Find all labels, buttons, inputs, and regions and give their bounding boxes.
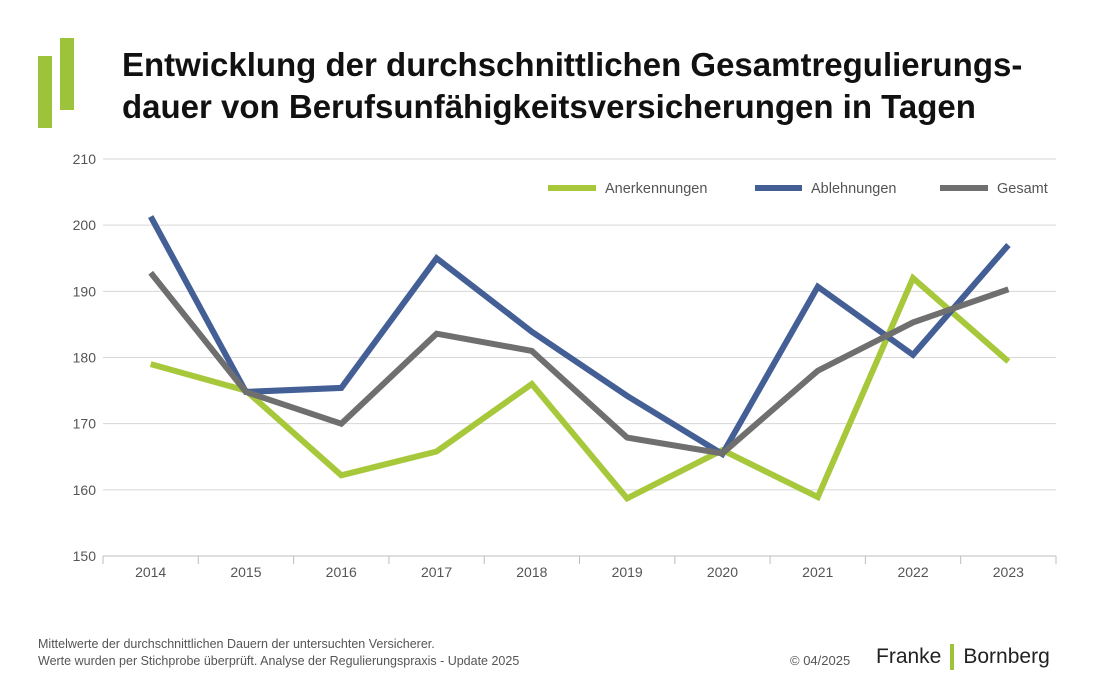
brand-wordmark: Franke Bornberg [876, 642, 1050, 672]
y-tick-label-160: 160 [73, 482, 97, 498]
series-line-anerkennungen [149, 273, 1011, 503]
footnote-line-2: Werte wurden per Stichprobe überprüft. A… [38, 654, 520, 668]
x-tick-label-2017: 2017 [421, 564, 452, 580]
x-tick-label-2016: 2016 [326, 564, 357, 580]
chart-title-line-2: dauer von Berufsunfähigkeitsversicherung… [122, 88, 976, 125]
brand-logo-icon [38, 38, 74, 128]
brand-name-right: Bornberg [963, 645, 1050, 668]
x-tick-label-2015: 2015 [230, 564, 261, 580]
x-tick-label-2018: 2018 [516, 564, 547, 580]
y-tick-label-190: 190 [73, 283, 97, 299]
brand-name-left: Franke [876, 645, 942, 668]
legend-label-gesamt: Gesamt [997, 181, 1048, 197]
chart-title: Entwicklung der durchschnittlichen Gesam… [122, 44, 1082, 128]
y-tick-label-180: 180 [73, 350, 97, 366]
x-tick-label-2021: 2021 [802, 564, 833, 580]
x-tick-label-2019: 2019 [612, 564, 643, 580]
x-tick-label-2014: 2014 [135, 564, 166, 580]
x-tick-label-2022: 2022 [897, 564, 928, 580]
y-tick-label-150: 150 [73, 548, 97, 564]
legend-label-ablehnungen: Ablehnungen [811, 181, 896, 197]
footnote-line-1: Mittelwerte der durchschnittlichen Dauer… [38, 637, 435, 651]
brand-divider-icon [950, 644, 955, 670]
y-tick-label-210: 210 [73, 151, 97, 167]
x-tick-label-2023: 2023 [993, 564, 1024, 580]
legend-label-anerkennungen: Anerkennungen [605, 181, 707, 197]
x-tick-label-2020: 2020 [707, 564, 738, 580]
copyright-notice: © 04/2025 [790, 653, 851, 668]
y-tick-label-200: 200 [73, 217, 97, 233]
series-line-gesamt [148, 270, 1010, 457]
y-tick-label-170: 170 [73, 416, 97, 432]
series-line-ablehnungen [148, 215, 1011, 459]
footnote: Mittelwerte der durchschnittlichen Dauer… [38, 636, 519, 670]
chart-title-line-1: Entwicklung der durchschnittlichen Gesam… [122, 46, 1023, 83]
